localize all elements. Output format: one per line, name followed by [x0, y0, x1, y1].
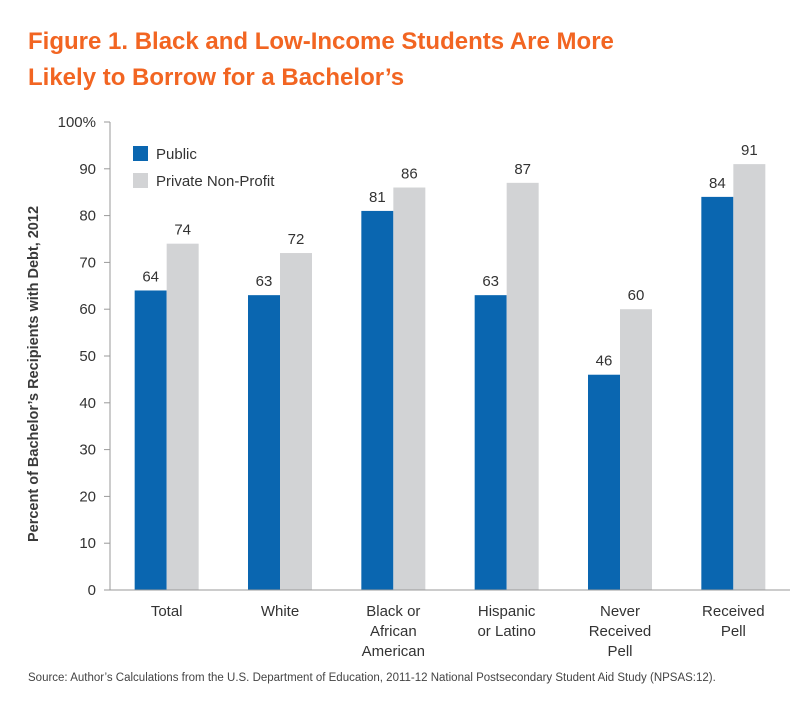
- legend-label: Private Non-Profit: [156, 173, 275, 190]
- y-tick-label: 60: [79, 301, 96, 318]
- data-label: 87: [514, 161, 531, 178]
- data-label: 81: [369, 189, 386, 206]
- data-label: 74: [174, 222, 191, 239]
- legend-label: Public: [156, 146, 197, 163]
- y-tick-label: 80: [79, 208, 96, 225]
- y-tick-label: 10: [79, 535, 96, 552]
- bar: [701, 196, 734, 590]
- y-tick-label: 70: [79, 254, 96, 271]
- source-note: Source: Author’s Calculations from the U…: [28, 672, 716, 684]
- bar: [620, 309, 652, 590]
- legend-swatch: [133, 146, 148, 161]
- chart-title-line-2: Likely to Borrow for a Bachelor’s: [28, 64, 405, 91]
- x-tick-label-line: Received: [589, 623, 652, 640]
- x-tick-label-line: or Latino: [477, 623, 535, 640]
- bar: [280, 253, 312, 591]
- y-tick-label: 30: [79, 442, 96, 459]
- x-tick-label-line: Never: [600, 603, 640, 620]
- x-tick-label-line: Received: [702, 603, 765, 620]
- x-tick-label-line: Black or: [366, 603, 420, 620]
- data-label: 72: [288, 231, 305, 248]
- x-tick-label-line: Pell: [721, 623, 746, 640]
- x-tick-label: Hispanic or Latino: [477, 603, 535, 640]
- x-tick-label-line: Total: [151, 603, 183, 620]
- data-label: 84: [709, 175, 726, 192]
- x-tick-label: Total: [151, 603, 183, 620]
- bar: [474, 295, 507, 590]
- chart-title: Figure 1. Black and Low-Income Students …: [28, 24, 728, 96]
- x-tick-label-line: Hispanic: [478, 603, 536, 620]
- bar: [393, 187, 426, 590]
- data-label: 91: [741, 142, 758, 159]
- bar: [248, 295, 280, 590]
- bar: [361, 210, 394, 591]
- bar: [733, 164, 766, 590]
- data-label: 60: [628, 287, 645, 304]
- x-tick-label: Never Received Pell: [589, 603, 652, 660]
- data-label: 46: [596, 353, 613, 370]
- x-tick-label-line: African: [370, 623, 417, 640]
- y-tick-label: 100%: [58, 114, 96, 131]
- legend-swatch: [133, 173, 148, 188]
- y-tick-label: 90: [79, 161, 96, 178]
- data-label: 64: [142, 268, 159, 285]
- x-tick-label-line: Pell: [607, 643, 632, 660]
- x-tick-label-line: White: [261, 603, 299, 620]
- bar: [166, 243, 199, 590]
- bar: [506, 182, 539, 590]
- bar: [134, 290, 167, 590]
- x-tick-label: Received Pell: [702, 603, 765, 640]
- y-tick-label: 50: [79, 348, 96, 365]
- x-tick-label-line: American: [362, 643, 425, 660]
- y-axis-title: Percent of Bachelor’s Recipients with De…: [26, 206, 42, 542]
- y-tick-label: 0: [88, 582, 96, 599]
- x-tick-label: Black or African American: [362, 603, 425, 660]
- chart-title-line-1: Figure 1. Black and Low-Income Students …: [28, 28, 614, 55]
- bar: [588, 374, 620, 590]
- y-tick-label: 40: [79, 395, 96, 412]
- data-label: 86: [401, 166, 418, 183]
- y-tick-label: 20: [79, 488, 96, 505]
- data-label: 63: [482, 273, 499, 290]
- data-label: 63: [256, 273, 273, 290]
- x-tick-label: White: [261, 603, 299, 620]
